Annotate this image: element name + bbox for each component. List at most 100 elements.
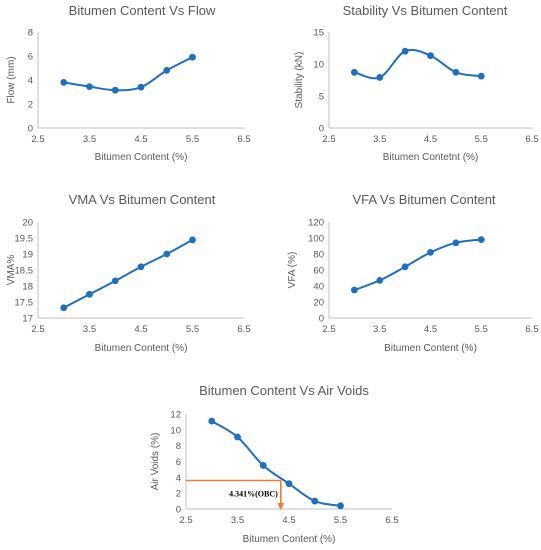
- y-tick-label: 40: [313, 282, 324, 293]
- y-tick-label: 5: [319, 92, 324, 103]
- y-tick-label: 10: [313, 60, 324, 71]
- x-tick-label: 5.5: [186, 134, 199, 145]
- y-tick-label: 0: [28, 124, 33, 135]
- chart-4: VFA Vs Bitumen Content 2.5 3.5 4.5 5.5 6.5 0 20…: [287, 192, 539, 354]
- chart-2: Stability Vs Bitumen Content 2.5 3.5 4.5 5.5…: [294, 3, 539, 163]
- y-tick-label: 0: [319, 314, 324, 325]
- x-tick-label: 3.5: [373, 134, 386, 145]
- series-line: [354, 238, 482, 291]
- data-point: [401, 263, 409, 271]
- chart-3: VMA Vs Bitumen Content 2.5 3.5 4.5 5.5 6.5 17 1…: [6, 192, 251, 354]
- x-tick-label: 4.5: [424, 134, 437, 145]
- x-tick-label: 3.5: [373, 324, 386, 335]
- obc-annotation-label: 4.341%(OBC): [229, 490, 278, 499]
- data-point: [337, 502, 344, 510]
- x-tick-label: 6.5: [385, 515, 398, 526]
- y-tick-label: 6: [176, 457, 181, 468]
- data-point: [208, 417, 216, 425]
- x-tick-label: 3.5: [83, 134, 96, 145]
- data-point: [234, 433, 241, 441]
- x-tick-label: 2.5: [31, 134, 44, 145]
- y-tick-label: 20: [313, 298, 324, 309]
- y-tick-label: 15: [313, 28, 324, 39]
- x-tick-label: 5.5: [334, 515, 347, 526]
- data-point: [477, 72, 485, 80]
- x-tick-label: 2.5: [179, 515, 192, 526]
- series-line: [63, 239, 193, 309]
- x-tick-label: 5.5: [475, 134, 488, 145]
- x-axis-label: Bitumen Contetnt (%): [383, 152, 479, 163]
- chart-title: Stability Vs Bitumen Content: [343, 3, 508, 18]
- data-point: [477, 236, 485, 244]
- x-tick-label: 4.5: [282, 515, 295, 526]
- chart-title: VMA Vs Bitumen Content: [69, 192, 216, 207]
- x-tick-label: 4.5: [424, 324, 437, 335]
- x-tick-label: 2.5: [322, 134, 335, 145]
- x-tick-label: 6.5: [237, 134, 250, 145]
- x-tick-label: 6.5: [525, 324, 538, 335]
- data-point: [259, 462, 267, 469]
- y-axis-label: Flow (mm): [6, 56, 17, 103]
- y-tick-label: 17: [22, 314, 33, 325]
- x-tick-label: 4.5: [134, 324, 147, 335]
- data-point: [86, 290, 93, 298]
- x-axis-label: Bitumen Content (%): [95, 152, 188, 163]
- y-axis-label: Air Voids (%): [150, 433, 161, 491]
- data-point: [163, 67, 171, 74]
- x-tick-label: 2.5: [31, 324, 44, 335]
- y-tick-label: 0: [176, 505, 181, 516]
- y-tick-label: 12: [170, 410, 181, 421]
- data-point: [285, 480, 293, 488]
- data-point: [163, 250, 171, 258]
- data-point: [137, 83, 145, 91]
- data-point: [60, 304, 68, 312]
- data-point: [137, 263, 145, 271]
- x-tick-label: 3.5: [83, 324, 96, 335]
- data-point: [350, 286, 358, 294]
- y-tick-label: 20: [22, 218, 33, 229]
- y-tick-label: 60: [313, 266, 324, 277]
- y-tick-label: 17.5: [15, 298, 34, 309]
- x-axis-label: Bitumen Content (%): [243, 534, 336, 545]
- data-point: [452, 239, 460, 247]
- x-tick-label: 5.5: [186, 324, 199, 335]
- y-axis-label: VFA (%): [287, 252, 298, 289]
- data-point: [111, 86, 119, 94]
- y-tick-label: 80: [313, 250, 324, 261]
- y-tick-label: 19.5: [15, 234, 34, 245]
- data-point: [427, 52, 434, 60]
- series-line: [354, 48, 482, 80]
- x-tick-label: 5.5: [475, 324, 488, 335]
- x-tick-label: 4.5: [134, 134, 147, 145]
- x-axis-label: Bitumen Content (%): [384, 343, 477, 354]
- y-tick-label: 4: [176, 473, 181, 484]
- data-point: [189, 236, 196, 244]
- data-point: [427, 249, 434, 256]
- y-tick-label: 2: [28, 100, 33, 111]
- x-tick-label: 2.5: [322, 324, 335, 335]
- x-tick-label: 6.5: [237, 324, 250, 335]
- data-point: [86, 83, 93, 90]
- x-tick-label: 3.5: [231, 515, 244, 526]
- x-tick-label: 6.5: [525, 134, 538, 145]
- data-point: [350, 68, 358, 76]
- y-tick-label: 6: [28, 52, 33, 63]
- y-axis-label: VMA%: [6, 255, 17, 286]
- y-tick-label: 19: [22, 250, 33, 261]
- data-point: [60, 79, 68, 86]
- x-axis-label: Bitumen Content (%): [95, 343, 188, 354]
- y-tick-label: 120: [308, 218, 324, 229]
- y-tick-label: 100: [308, 234, 324, 245]
- chart-title: Bitumen Content Vs Flow: [69, 3, 216, 18]
- chart-5: Bitumen Content Vs Air Voids 2.5 3.5 4.5 5.5…: [150, 383, 399, 545]
- y-axis-label: Stability (kN): [294, 52, 305, 109]
- chart-1: Bitumen Content Vs Flow 2.5 3.5 4.5 5.5 6.5 0 2…: [6, 3, 251, 163]
- data-point: [401, 47, 409, 55]
- y-tick-label: 2: [176, 489, 181, 500]
- y-tick-label: 18: [22, 282, 33, 293]
- data-point: [189, 53, 196, 61]
- obc-arrow-icon: [277, 503, 285, 510]
- chart-title: Bitumen Content Vs Air Voids: [199, 383, 369, 398]
- y-tick-label: 10: [170, 425, 181, 436]
